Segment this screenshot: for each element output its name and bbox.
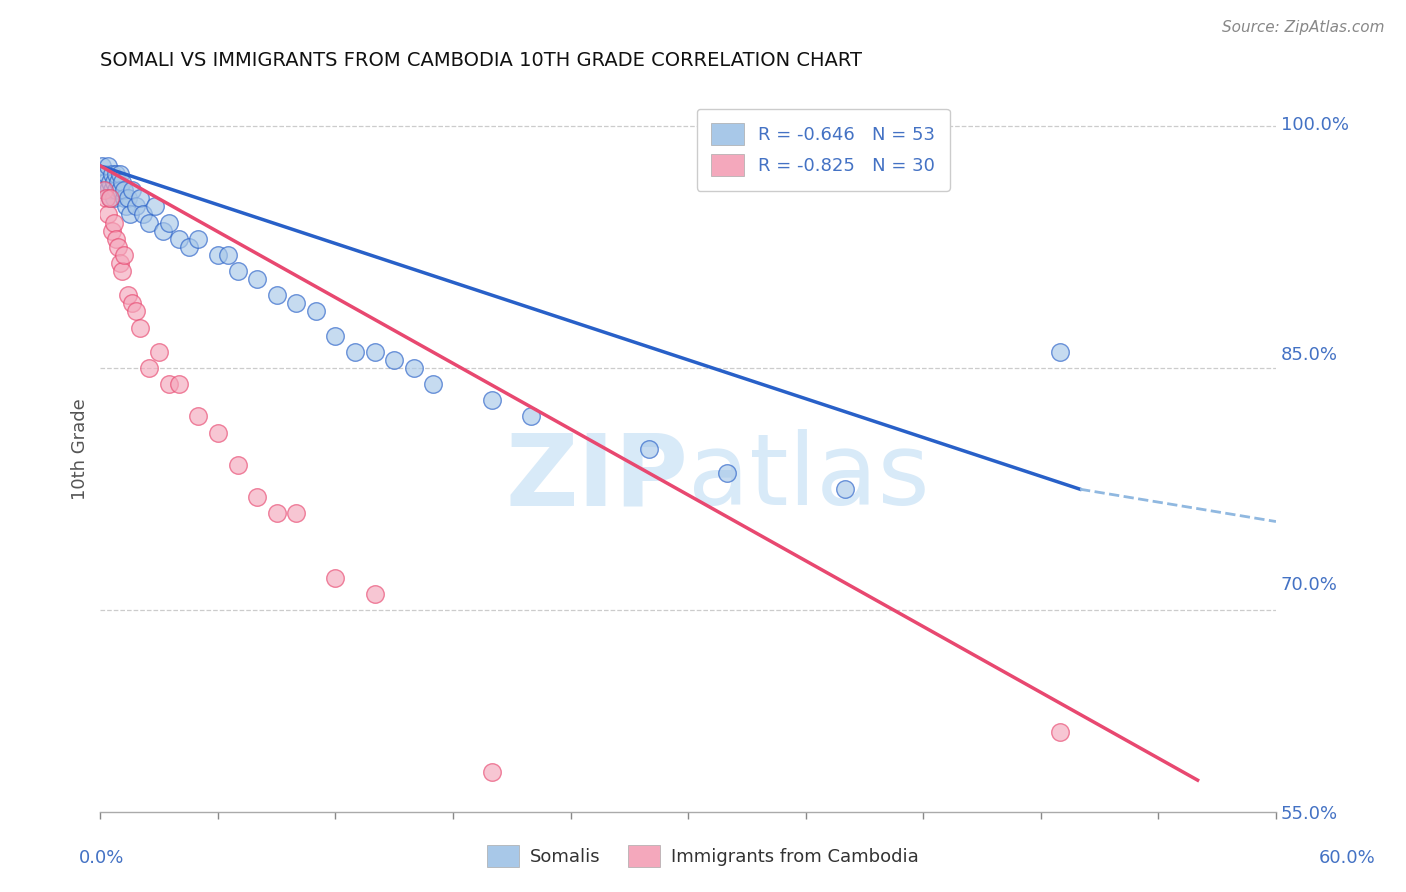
Point: [207, 248, 229, 262]
Point: [579, 822, 602, 836]
Point: [98, 191, 121, 205]
Point: [97, 207, 120, 221]
Point: [363, 344, 385, 359]
Point: [325, 571, 347, 585]
Point: [98, 175, 121, 189]
Point: [167, 377, 190, 392]
Point: [117, 288, 139, 302]
Point: [148, 344, 170, 359]
Point: [107, 175, 129, 189]
Point: [1049, 724, 1071, 739]
Point: [138, 361, 160, 376]
Point: [266, 288, 288, 302]
Point: [128, 191, 150, 205]
Point: [187, 409, 209, 424]
Point: [344, 344, 367, 359]
Point: [226, 264, 249, 278]
Point: [103, 215, 125, 229]
Point: [105, 232, 128, 246]
Legend: R = -0.646   N = 53, R = -0.825   N = 30: R = -0.646 N = 53, R = -0.825 N = 30: [697, 109, 949, 191]
Text: 0.0%: 0.0%: [79, 849, 124, 867]
Point: [103, 175, 125, 189]
Point: [481, 765, 503, 780]
Point: [325, 328, 347, 343]
Point: [117, 191, 139, 205]
Point: [363, 587, 385, 601]
Point: [422, 377, 444, 392]
Point: [111, 264, 134, 278]
Point: [226, 458, 249, 472]
Point: [108, 183, 131, 197]
Point: [118, 207, 141, 221]
Point: [167, 232, 190, 246]
Point: [402, 361, 425, 376]
Point: [93, 183, 115, 197]
Point: [152, 224, 174, 238]
Point: [138, 215, 160, 229]
Point: [187, 232, 209, 246]
Point: [207, 425, 229, 440]
Point: [97, 183, 120, 197]
Text: Source: ZipAtlas.com: Source: ZipAtlas.com: [1222, 20, 1385, 35]
Point: [96, 191, 118, 205]
Point: [1049, 344, 1071, 359]
Point: [834, 482, 856, 496]
Point: [98, 191, 121, 205]
Point: [157, 215, 180, 229]
Point: [124, 304, 146, 318]
Point: [177, 240, 200, 254]
Point: [305, 304, 328, 318]
Text: atlas: atlas: [688, 429, 929, 526]
Point: [93, 183, 115, 197]
Text: ZIP: ZIP: [505, 429, 688, 526]
Point: [121, 296, 143, 310]
Point: [101, 224, 124, 238]
Point: [143, 199, 166, 213]
Point: [217, 248, 239, 262]
Point: [112, 191, 135, 205]
Point: [481, 393, 503, 408]
Point: [108, 167, 131, 181]
Point: [246, 272, 269, 286]
Point: [121, 183, 143, 197]
Point: [108, 256, 131, 270]
Point: [266, 507, 288, 521]
Point: [285, 507, 308, 521]
Point: [132, 207, 155, 221]
Point: [112, 183, 135, 197]
Y-axis label: 10th Grade: 10th Grade: [72, 398, 89, 500]
Text: 60.0%: 60.0%: [1319, 849, 1375, 867]
Point: [382, 352, 405, 367]
Point: [157, 377, 180, 392]
Point: [103, 191, 125, 205]
Point: [112, 248, 135, 262]
Text: SOMALI VS IMMIGRANTS FROM CAMBODIA 10TH GRADE CORRELATION CHART: SOMALI VS IMMIGRANTS FROM CAMBODIA 10TH …: [100, 51, 862, 70]
Point: [105, 167, 128, 181]
Point: [246, 491, 269, 505]
Point: [101, 167, 124, 181]
Point: [96, 175, 118, 189]
Point: [105, 183, 128, 197]
Point: [101, 183, 124, 197]
Point: [285, 296, 308, 310]
Point: [96, 167, 118, 181]
Point: [91, 159, 114, 173]
Legend: Somalis, Immigrants from Cambodia: Somalis, Immigrants from Cambodia: [479, 838, 927, 874]
Point: [520, 409, 543, 424]
Point: [716, 466, 738, 480]
Point: [124, 199, 146, 213]
Point: [111, 175, 134, 189]
Point: [638, 442, 661, 456]
Point: [107, 240, 129, 254]
Point: [114, 199, 136, 213]
Point: [128, 320, 150, 334]
Point: [97, 159, 120, 173]
